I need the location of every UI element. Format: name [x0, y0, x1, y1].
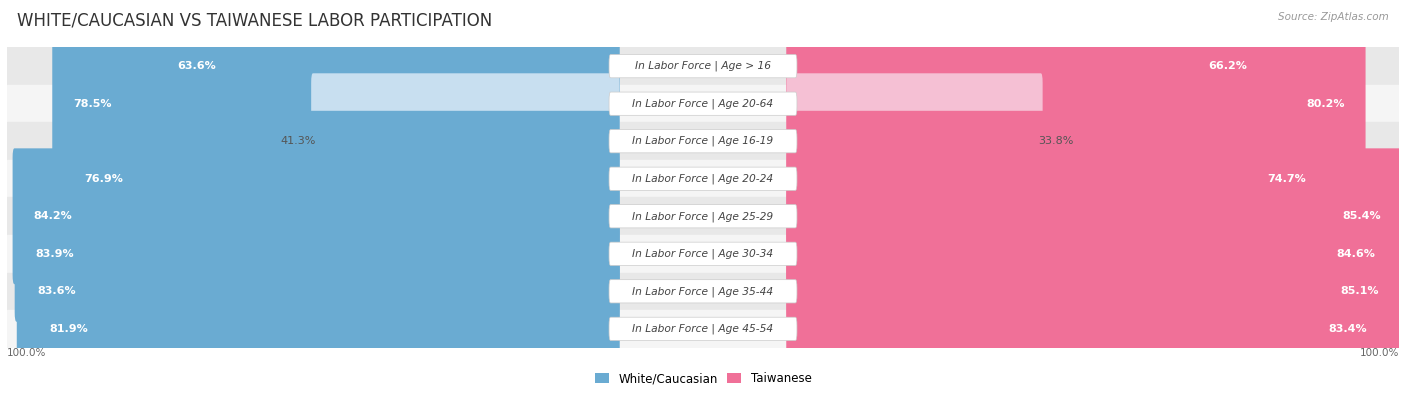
FancyBboxPatch shape	[786, 36, 1365, 171]
Text: In Labor Force | Age 35-44: In Labor Force | Age 35-44	[633, 286, 773, 297]
Text: In Labor Force | Age 20-64: In Labor Force | Age 20-64	[633, 98, 773, 109]
Text: 84.6%: 84.6%	[1337, 249, 1375, 259]
Text: 80.2%: 80.2%	[1306, 99, 1344, 109]
FancyBboxPatch shape	[52, 36, 620, 171]
FancyBboxPatch shape	[17, 224, 620, 359]
Text: 76.9%: 76.9%	[84, 174, 124, 184]
Text: 100.0%: 100.0%	[1360, 348, 1399, 358]
Text: In Labor Force | Age 25-29: In Labor Force | Age 25-29	[633, 211, 773, 222]
Bar	[7, 160, 1399, 198]
FancyBboxPatch shape	[609, 280, 797, 303]
FancyBboxPatch shape	[786, 261, 1388, 395]
Text: 85.1%: 85.1%	[1340, 286, 1379, 296]
FancyBboxPatch shape	[786, 186, 1396, 322]
Text: 85.4%: 85.4%	[1343, 211, 1381, 221]
Bar	[7, 198, 1399, 235]
Text: In Labor Force | Age 20-24: In Labor Force | Age 20-24	[633, 173, 773, 184]
FancyBboxPatch shape	[311, 73, 620, 209]
Bar	[7, 47, 1399, 85]
Bar	[7, 273, 1399, 310]
Bar	[7, 310, 1399, 348]
FancyBboxPatch shape	[14, 186, 620, 322]
Bar	[7, 85, 1399, 122]
Bar	[7, 235, 1399, 273]
FancyBboxPatch shape	[786, 0, 1268, 134]
Text: Source: ZipAtlas.com: Source: ZipAtlas.com	[1278, 12, 1389, 22]
FancyBboxPatch shape	[609, 167, 797, 190]
Text: In Labor Force | Age 16-19: In Labor Force | Age 16-19	[633, 136, 773, 147]
Bar	[7, 122, 1399, 160]
FancyBboxPatch shape	[786, 111, 1327, 246]
FancyBboxPatch shape	[609, 55, 797, 78]
Text: In Labor Force | Age > 16: In Labor Force | Age > 16	[636, 61, 770, 71]
Text: 84.2%: 84.2%	[34, 211, 72, 221]
Text: 41.3%: 41.3%	[281, 136, 316, 146]
FancyBboxPatch shape	[156, 0, 620, 134]
FancyBboxPatch shape	[609, 92, 797, 115]
Text: 83.6%: 83.6%	[38, 286, 76, 296]
Text: 78.5%: 78.5%	[73, 99, 111, 109]
Text: 81.9%: 81.9%	[49, 324, 89, 334]
Text: In Labor Force | Age 45-54: In Labor Force | Age 45-54	[633, 324, 773, 334]
FancyBboxPatch shape	[13, 149, 620, 284]
Text: 33.8%: 33.8%	[1038, 136, 1073, 146]
Text: 66.2%: 66.2%	[1208, 61, 1247, 71]
Legend: White/Caucasian, Taiwanese: White/Caucasian, Taiwanese	[591, 367, 815, 390]
Text: 83.4%: 83.4%	[1329, 324, 1367, 334]
FancyBboxPatch shape	[609, 205, 797, 228]
FancyBboxPatch shape	[609, 242, 797, 265]
FancyBboxPatch shape	[63, 111, 620, 246]
Text: WHITE/CAUCASIAN VS TAIWANESE LABOR PARTICIPATION: WHITE/CAUCASIAN VS TAIWANESE LABOR PARTI…	[17, 12, 492, 30]
FancyBboxPatch shape	[786, 73, 1043, 209]
Text: 83.9%: 83.9%	[35, 249, 75, 259]
FancyBboxPatch shape	[28, 261, 620, 395]
Text: 74.7%: 74.7%	[1268, 174, 1306, 184]
FancyBboxPatch shape	[609, 130, 797, 153]
Text: 63.6%: 63.6%	[177, 61, 215, 71]
Text: In Labor Force | Age 30-34: In Labor Force | Age 30-34	[633, 248, 773, 259]
Text: 100.0%: 100.0%	[7, 348, 46, 358]
FancyBboxPatch shape	[786, 224, 1399, 359]
FancyBboxPatch shape	[609, 317, 797, 340]
FancyBboxPatch shape	[786, 149, 1402, 284]
